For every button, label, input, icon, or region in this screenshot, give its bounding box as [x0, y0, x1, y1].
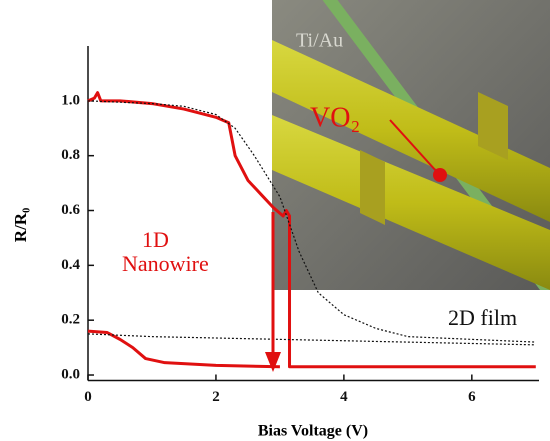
y-tick-label: 0.4: [61, 257, 80, 273]
chart: Ti/Au VO₂ 1D Nanowire 2D film Bias Volta…: [0, 0, 550, 441]
annotation: 1D: [142, 227, 169, 252]
x-tick-label: 4: [340, 389, 348, 405]
arrow-head: [265, 352, 281, 372]
annotation: Nanowire: [122, 251, 209, 276]
annotation: 2D film: [448, 305, 517, 330]
y-tick-label: 0.6: [61, 202, 80, 218]
y-tick-label: 0.0: [61, 366, 80, 382]
x-tick-label: 0: [84, 389, 92, 405]
x-axis-title: Bias Voltage (V): [258, 423, 368, 440]
y-axis-title: R/R₀: [11, 208, 30, 242]
inset-label: VO₂: [310, 102, 360, 133]
x-tick-label: 6: [468, 389, 476, 405]
x-tick-label: 2: [212, 389, 220, 405]
y-tick-label: 1.0: [61, 92, 80, 108]
y-tick-label: 0.8: [61, 147, 80, 163]
page: {"chart_data": {"type": "line", "xlabel"…: [0, 0, 550, 441]
data-line: [88, 331, 280, 367]
y-tick-label: 0.2: [61, 312, 80, 328]
inset-label: Ti/Au: [296, 30, 343, 52]
